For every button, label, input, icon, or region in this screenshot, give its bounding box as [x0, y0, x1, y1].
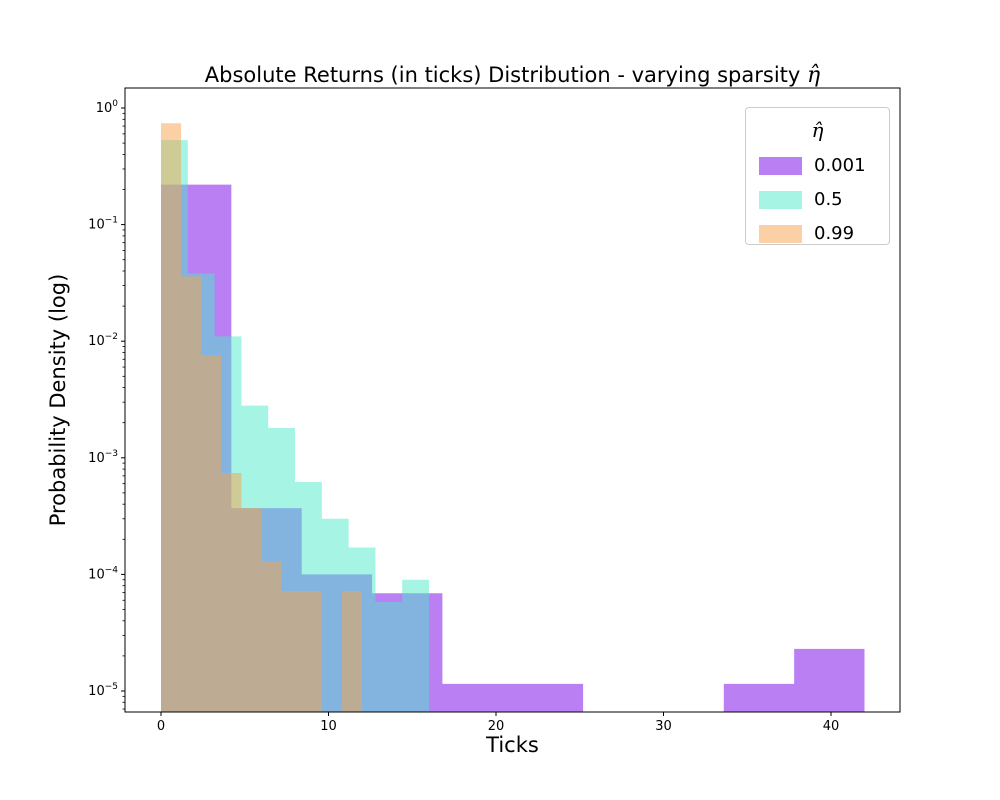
chart-title: Absolute Returns (in ticks) Distribution… [125, 61, 900, 89]
y-tick-label-1e-2: 10−2 [88, 332, 118, 349]
y-tick-label-1e0: 100 [96, 99, 119, 116]
y-tick-label-1e-1: 10−1 [88, 216, 118, 233]
y-tick-label-1e-3: 10−3 [88, 449, 118, 466]
x-tick-label-20: 20 [488, 719, 505, 734]
y-tick-label-1e-5: 10−5 [88, 682, 118, 699]
legend-label-0.001: 0.001 [814, 155, 866, 176]
legend: η̂ 0.001 0.5 0.99 [745, 107, 890, 245]
legend-swatch-0.001 [759, 157, 802, 175]
y-axis-minor-ticks [122, 112, 125, 710]
axes-spines [124, 87, 901, 713]
x-tick-label-10: 10 [320, 719, 337, 734]
x-axis-label: Ticks [486, 733, 539, 757]
y-tick-label-1e-4: 10−4 [88, 565, 118, 582]
legend-rows: 0.001 0.5 0.99 [746, 149, 889, 251]
legend-label-0.5: 0.5 [814, 189, 843, 210]
legend-label-0.99: 0.99 [814, 223, 855, 244]
legend-entry-0.5: 0.5 [746, 183, 889, 217]
chart-title-text: Absolute Returns (in ticks) Distribution… [204, 63, 807, 87]
y-axis-ticks: 100 10−1 10−2 10−3 10−4 10−5 [88, 99, 125, 699]
x-tick-label-40: 40 [823, 719, 840, 734]
histogram-series-0.99 [161, 123, 362, 712]
legend-entry-0.99: 0.99 [746, 217, 889, 251]
x-tick-label-30: 30 [655, 719, 672, 734]
y-axis-label: Probability Density (log) [46, 273, 70, 527]
legend-swatch-0.5 [759, 191, 802, 209]
legend-swatch-0.99 [759, 225, 802, 243]
histogram-layers [161, 123, 865, 712]
x-axis-ticks: 0 10 20 30 40 [157, 712, 839, 734]
legend-title: η̂ [811, 118, 824, 142]
chart-title-math-eta-hat: η̂ [807, 63, 821, 88]
x-tick-label-0: 0 [157, 719, 165, 734]
legend-entry-0.001: 0.001 [746, 149, 889, 183]
